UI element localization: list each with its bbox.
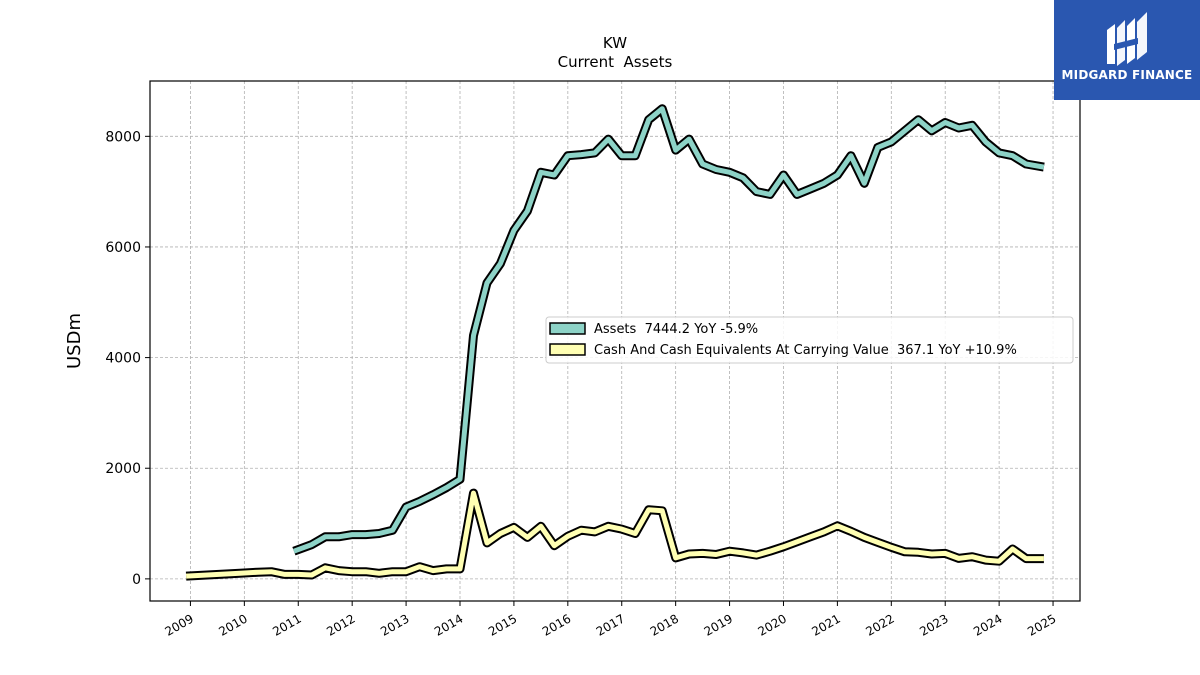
brand-name: MIDGARD FINANCE [1061,68,1193,82]
x-tick-label: 2021 [809,611,842,638]
series-1 [185,488,1044,581]
legend: Assets 7444.2 YoY -5.9% Cash And Cash Eq… [545,316,1074,364]
legend-swatch-cash [549,343,586,356]
plot-frame [149,80,1081,602]
x-tick-label: 2014 [432,611,465,638]
y-tick-label: 6000 [105,240,141,256]
y-tick-label: 8000 [105,129,141,145]
series-line-outline [185,488,1044,581]
x-tick-label: 2013 [378,611,411,638]
y-tick-label: 4000 [105,351,141,367]
brand-logo: MIDGARD FINANCE [1054,0,1200,100]
x-tick-label: 2010 [216,611,249,638]
y-axis-label: USDm [64,313,85,369]
y-tick-label: 2000 [105,461,141,477]
x-tick-label: 2017 [594,611,627,638]
x-tick-label: 2018 [648,611,681,638]
x-tick-label: 2020 [756,611,789,638]
x-tick-label: 2023 [917,611,950,638]
x-tick-label: 2012 [324,611,357,638]
x-tick-label: 2015 [486,611,519,638]
x-tick-label: 2025 [1025,611,1058,638]
legend-swatch-assets [549,322,586,335]
series-layer [185,104,1045,581]
legend-frame [545,316,1074,364]
chart-subtitle: Current Assets [558,53,673,71]
y-axis: 0 2000 4000 6000 8000 [105,129,150,588]
series-0 [292,104,1045,556]
x-tick-label: 2024 [971,611,1004,638]
x-tick-label: 2022 [863,611,896,638]
midgard-logo-icon [1107,12,1147,66]
x-tick-label: 2011 [270,611,303,638]
legend-label-cash: Cash And Cash Equivalents At Carrying Va… [594,343,1017,358]
x-tick-label: 2016 [540,611,573,638]
series-line [185,490,1044,579]
x-axis: 2009 2010 2011 2012 2013 2014 2015 2016 2017 2018… [162,601,1059,639]
chart-title: KW [603,34,627,52]
x-tick-label: 2019 [702,611,735,638]
y-tick-label: 0 [132,572,141,588]
legend-label-assets: Assets 7444.2 YoY -5.9% [594,322,758,337]
series-line [293,106,1045,554]
x-tick-label: 2009 [162,611,195,638]
